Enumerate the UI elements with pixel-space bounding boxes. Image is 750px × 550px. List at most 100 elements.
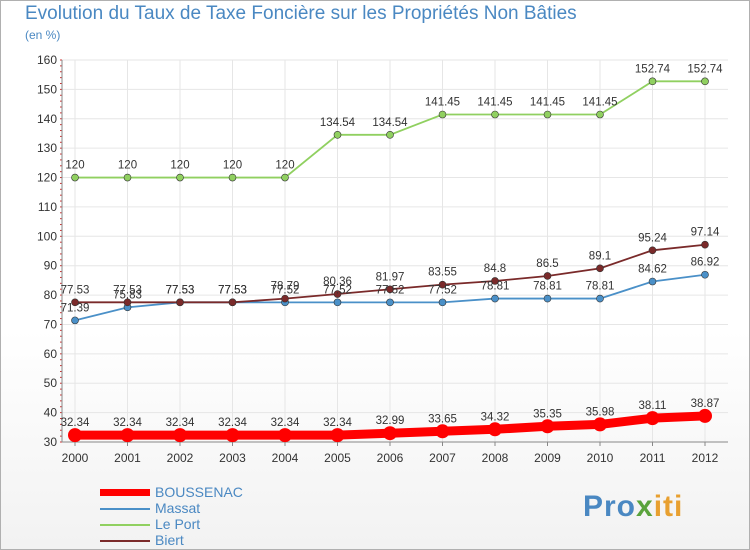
data-point xyxy=(435,424,450,439)
x-tick-label: 2002 xyxy=(167,451,194,465)
data-label: 38.11 xyxy=(639,400,667,412)
x-tick-label: 2010 xyxy=(587,451,614,465)
data-label: 38.87 xyxy=(691,398,720,410)
data-point xyxy=(701,270,709,279)
data-point xyxy=(71,298,79,307)
x-tick-label: 2009 xyxy=(534,451,561,465)
data-label: 32.99 xyxy=(376,415,405,427)
data-point xyxy=(438,298,447,307)
x-tick-label: 2008 xyxy=(482,451,509,465)
x-tick-label: 2000 xyxy=(62,451,89,465)
y-tick-label: 120 xyxy=(37,171,57,185)
data-label: 134.54 xyxy=(372,117,408,129)
x-tick-label: 2003 xyxy=(219,451,246,465)
data-point xyxy=(596,110,604,119)
y-tick-label: 160 xyxy=(37,53,57,67)
data-point xyxy=(225,428,240,443)
data-point xyxy=(438,110,447,119)
y-tick-label: 40 xyxy=(44,406,58,420)
data-label: 152.74 xyxy=(635,63,671,75)
data-label: 134.54 xyxy=(320,117,356,129)
data-label: 32.34 xyxy=(271,417,300,429)
legend-item: Le Port xyxy=(100,516,300,533)
data-label: 77.52 xyxy=(376,284,405,296)
data-label: 75.83 xyxy=(113,289,142,301)
data-point xyxy=(543,110,552,119)
data-point xyxy=(120,428,135,443)
x-tick-label: 2007 xyxy=(429,451,456,465)
legend-item: Biert xyxy=(100,532,300,549)
data-label: 95.24 xyxy=(638,232,667,244)
data-label: 78.81 xyxy=(586,281,615,293)
data-point xyxy=(386,285,394,294)
data-label: 32.34 xyxy=(61,417,90,429)
chart-title: Evolution du Taux de Taxe Foncière sur l… xyxy=(25,3,577,24)
data-point xyxy=(648,246,657,255)
legend-label: Le Port xyxy=(155,516,201,532)
data-point xyxy=(645,411,660,426)
x-tick-label: 2004 xyxy=(272,451,299,465)
data-label: 86.5 xyxy=(536,258,558,270)
data-point xyxy=(173,428,187,443)
data-label: 77.53 xyxy=(166,284,195,296)
legend-label: Massat xyxy=(155,500,201,516)
data-point xyxy=(333,290,342,298)
data-label: 77.53 xyxy=(218,284,247,296)
data-label: 32.34 xyxy=(218,417,247,429)
data-label: 141.45 xyxy=(582,97,617,109)
data-label: 89.1 xyxy=(589,250,611,262)
data-label: 120 xyxy=(118,160,137,172)
y-tick-label: 30 xyxy=(44,435,58,449)
y-tick-label: 140 xyxy=(37,112,57,126)
data-label: 77.53 xyxy=(113,284,142,296)
x-tick-label: 2011 xyxy=(640,451,666,465)
data-label: 78.79 xyxy=(271,281,300,293)
x-tick-label: 2006 xyxy=(377,451,404,465)
data-label: 32.34 xyxy=(113,417,142,429)
x-tick-label: 2012 xyxy=(692,451,719,465)
data-point xyxy=(228,173,237,182)
data-label: 77.52 xyxy=(428,284,457,296)
data-label: 120 xyxy=(65,160,84,172)
data-point xyxy=(596,264,604,273)
data-point xyxy=(71,316,79,325)
data-point xyxy=(123,298,132,307)
data-point xyxy=(228,298,237,307)
legend-label: BOUSSENAC xyxy=(155,484,243,500)
data-label: 77.52 xyxy=(323,284,352,296)
data-point xyxy=(491,294,499,303)
legend-swatch xyxy=(100,540,150,542)
data-point xyxy=(596,294,604,303)
data-point xyxy=(648,277,657,286)
legend-swatch xyxy=(100,508,150,510)
data-point xyxy=(543,272,552,280)
data-point xyxy=(281,294,289,303)
data-label: 141.45 xyxy=(530,97,565,109)
data-point xyxy=(386,131,394,139)
data-point xyxy=(123,173,132,182)
y-tick-label: 80 xyxy=(44,288,58,302)
data-label: 78.81 xyxy=(481,281,510,293)
x-tick-label: 2005 xyxy=(324,451,351,465)
data-point xyxy=(540,419,555,434)
data-point xyxy=(488,422,502,437)
y-tick-label: 90 xyxy=(44,259,58,273)
data-label: 81.97 xyxy=(376,271,405,283)
y-tick-label: 60 xyxy=(44,347,58,361)
data-point xyxy=(333,298,342,307)
data-label: 32.34 xyxy=(166,417,195,429)
legend-swatch xyxy=(100,524,150,526)
legend-label: Biert xyxy=(155,532,184,548)
data-point xyxy=(278,428,292,443)
y-tick-label: 100 xyxy=(37,229,57,243)
x-tick-label: 2001 xyxy=(114,451,141,465)
data-point xyxy=(383,426,397,441)
data-point xyxy=(701,240,709,249)
y-tick-label: 150 xyxy=(37,82,57,96)
data-point xyxy=(68,428,82,443)
data-point xyxy=(543,294,552,303)
data-point xyxy=(176,298,184,307)
data-label: 71.39 xyxy=(61,302,90,314)
data-label: 141.45 xyxy=(477,97,512,109)
